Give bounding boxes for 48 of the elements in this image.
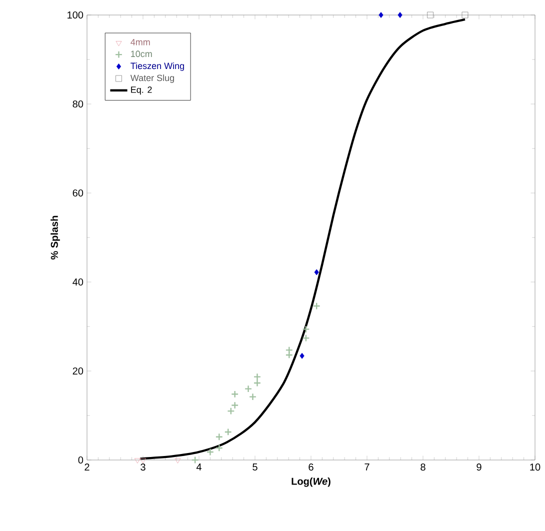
- x-tick-label: 6: [308, 464, 314, 471]
- x-tick-label: 3: [140, 464, 146, 471]
- point: [191, 456, 199, 464]
- x-tick-label: 8: [420, 464, 426, 471]
- point: [174, 458, 181, 464]
- point: [224, 428, 232, 436]
- x-tick-label: 10: [530, 464, 540, 471]
- point: [253, 379, 262, 387]
- point: [253, 372, 262, 381]
- legend-label: 10cm: [131, 50, 152, 58]
- point: [248, 393, 257, 401]
- point: [300, 352, 304, 359]
- point: [314, 269, 319, 276]
- x-tick-label: 5: [252, 464, 258, 471]
- y-tick-label: 60: [72, 189, 84, 197]
- legend-label: 4mm: [130, 38, 150, 46]
- x-tick-label: 2: [84, 464, 90, 471]
- point: [398, 12, 402, 18]
- x-axis-title: Log(We): [292, 477, 330, 487]
- point: [134, 458, 140, 464]
- point: [285, 351, 293, 359]
- y-tick-label: 20: [72, 367, 84, 375]
- point: [231, 401, 239, 410]
- x-tick-label: 9: [476, 464, 482, 471]
- x-tick-label: 4: [196, 464, 202, 470]
- point: [302, 325, 310, 333]
- y-tick-label: 100: [68, 11, 84, 19]
- point: [312, 302, 320, 310]
- legend-label: Eq. 2: [131, 86, 152, 95]
- legend-label: Water Slug: [130, 74, 174, 83]
- point: [244, 385, 252, 393]
- y-axis-title: % Splash: [50, 216, 60, 260]
- y-tick-label: 40: [72, 278, 84, 286]
- y-tick-label: 80: [72, 100, 84, 108]
- y-tick-label: 0: [78, 456, 84, 464]
- point: [215, 444, 223, 452]
- point: [215, 433, 223, 441]
- legend-label: Tieszen Wing: [130, 62, 184, 71]
- point: [462, 12, 468, 18]
- point: [140, 458, 146, 464]
- point: [206, 448, 214, 456]
- point: [427, 12, 434, 18]
- x-tick-label: 7: [364, 464, 370, 470]
- point: [378, 12, 384, 18]
- point: [227, 407, 235, 415]
- point: [302, 334, 310, 342]
- point: [231, 390, 239, 398]
- point: [285, 346, 293, 354]
